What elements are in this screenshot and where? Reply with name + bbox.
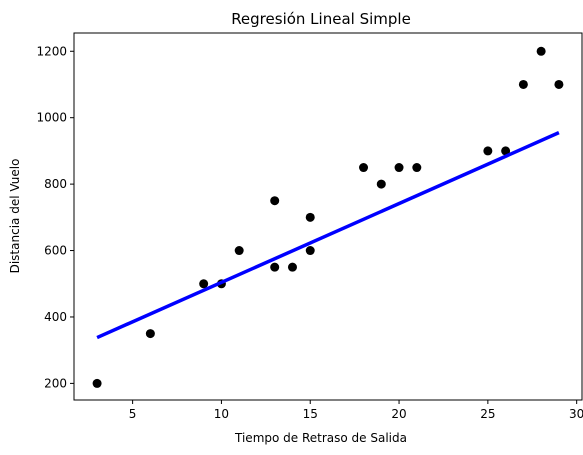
data-point-12 xyxy=(377,180,386,189)
y-tick-label: 1200 xyxy=(36,44,67,58)
data-point-6 xyxy=(270,196,279,205)
y-tick-label: 1000 xyxy=(36,111,67,125)
data-point-5 xyxy=(235,246,244,255)
data-point-9 xyxy=(306,213,315,222)
data-point-1 xyxy=(93,379,102,388)
data-point-13 xyxy=(395,163,404,172)
y-tick-label: 400 xyxy=(44,310,67,324)
y-tick-label: 200 xyxy=(44,376,67,390)
y-axis-label: Distancia del Vuelo xyxy=(8,159,22,274)
chart-title: Regresión Lineal Simple xyxy=(231,10,411,28)
data-point-10 xyxy=(306,246,315,255)
data-point-7 xyxy=(270,263,279,272)
data-point-15 xyxy=(483,146,492,155)
x-tick-label: 15 xyxy=(303,407,318,421)
data-point-2 xyxy=(146,329,155,338)
regression-line xyxy=(97,133,559,338)
plot-area xyxy=(93,47,564,388)
x-tick-label: 25 xyxy=(480,407,495,421)
data-point-11 xyxy=(359,163,368,172)
x-tick-label: 20 xyxy=(391,407,406,421)
data-point-19 xyxy=(554,80,563,89)
data-point-3 xyxy=(199,279,208,288)
data-point-18 xyxy=(537,47,546,56)
x-tick-label: 10 xyxy=(214,407,229,421)
x-tick-label: 5 xyxy=(129,407,137,421)
axes-frame xyxy=(74,33,582,400)
x-tick-label: 30 xyxy=(569,407,583,421)
data-point-8 xyxy=(288,263,297,272)
y-axis: 200 400 600 800 1000 1200 xyxy=(36,44,74,390)
y-tick-label: 600 xyxy=(44,244,67,258)
data-point-17 xyxy=(519,80,528,89)
x-axis-label: Tiempo de Retraso de Salida xyxy=(234,431,407,445)
x-axis: 5 10 15 20 25 30 xyxy=(129,400,583,421)
data-point-14 xyxy=(412,163,421,172)
y-tick-label: 800 xyxy=(44,177,67,191)
